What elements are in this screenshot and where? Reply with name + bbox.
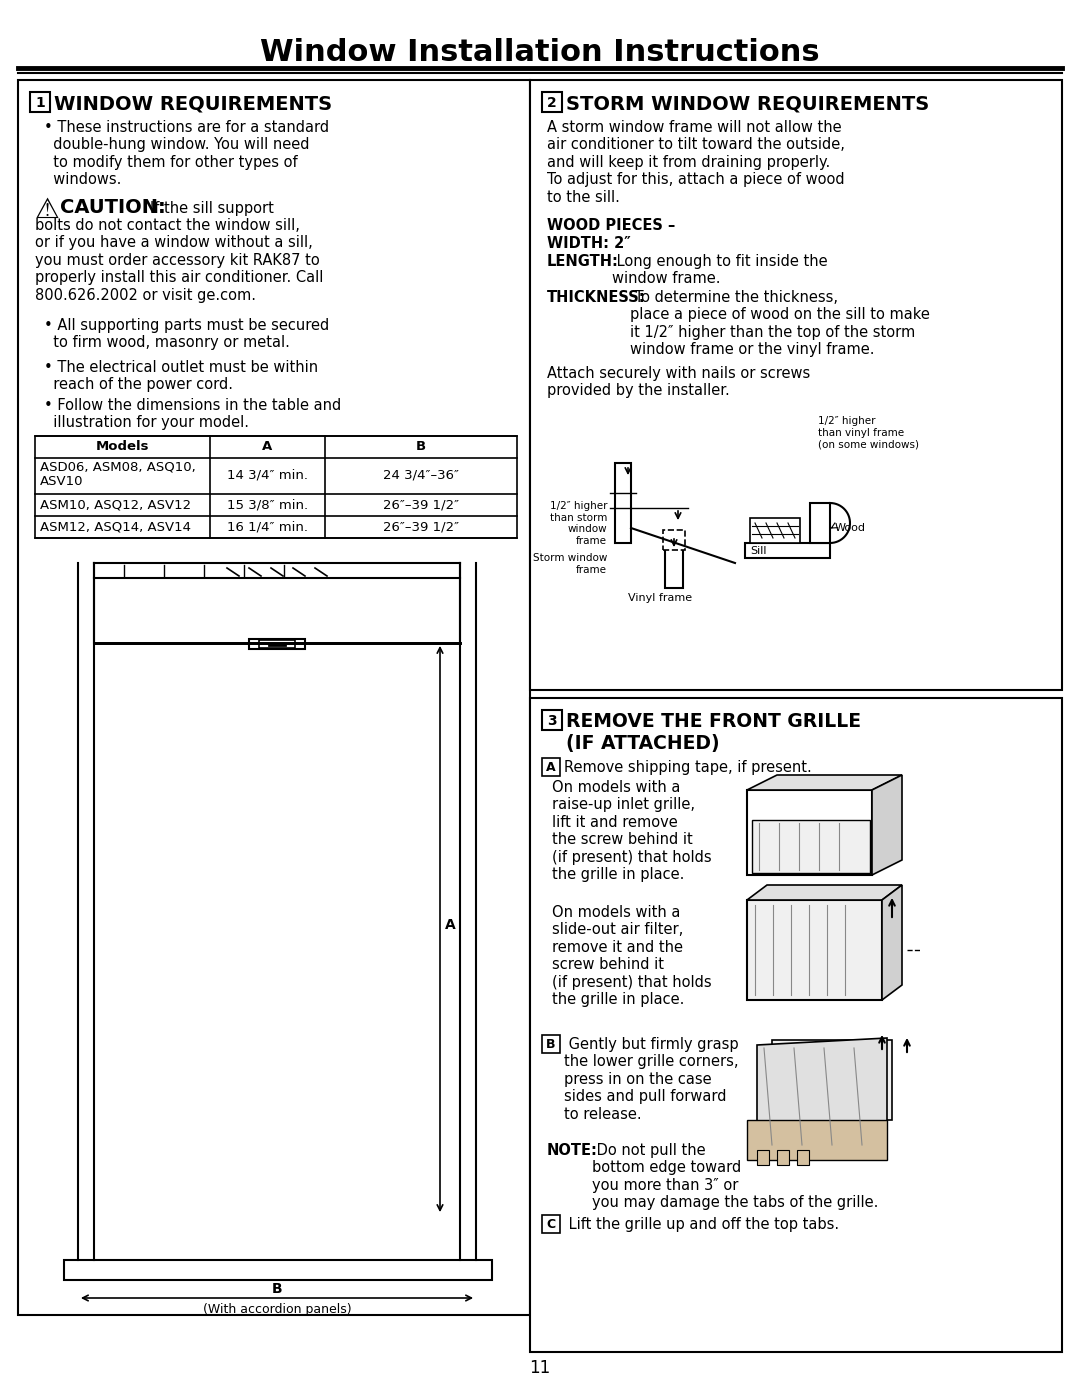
Text: Vinyl frame: Vinyl frame xyxy=(627,592,692,604)
Text: • These instructions are for a standard
  double-hung window. You will need
  to: • These instructions are for a standard … xyxy=(44,120,329,187)
Text: WIDTH: 2″: WIDTH: 2″ xyxy=(546,236,631,251)
Bar xyxy=(745,543,831,557)
Text: On models with a
slide-out air filter,
remove it and the
screw behind it
(if pre: On models with a slide-out air filter, r… xyxy=(552,905,712,1007)
Text: Attach securely with nails or screws
provided by the installer.: Attach securely with nails or screws pro… xyxy=(546,366,810,398)
Text: 26″–39 1/2″: 26″–39 1/2″ xyxy=(383,520,459,534)
Bar xyxy=(747,1120,887,1160)
Text: 24 3/4″–36″: 24 3/4″–36″ xyxy=(383,468,459,481)
Bar xyxy=(663,529,685,550)
Bar xyxy=(615,462,631,543)
Text: 1/2″ higher
than vinyl frame
(on some windows): 1/2″ higher than vinyl frame (on some wi… xyxy=(819,416,919,450)
Bar xyxy=(665,548,683,588)
Bar xyxy=(18,80,530,1315)
Polygon shape xyxy=(747,775,902,789)
Bar xyxy=(777,1150,789,1165)
Text: ⚠: ⚠ xyxy=(35,196,59,224)
Text: ASM10, ASQ12, ASV12: ASM10, ASQ12, ASV12 xyxy=(40,497,191,511)
Text: 14 3/4″ min.: 14 3/4″ min. xyxy=(227,468,308,481)
Bar xyxy=(64,1260,492,1280)
Text: Storm window
frame: Storm window frame xyxy=(532,553,607,574)
Polygon shape xyxy=(747,886,902,900)
Bar xyxy=(810,503,831,543)
Bar xyxy=(772,1039,892,1120)
Text: 1/2″ higher
than storm
window
frame: 1/2″ higher than storm window frame xyxy=(550,502,607,546)
Text: 2: 2 xyxy=(548,96,557,110)
Text: B: B xyxy=(546,1038,556,1051)
Text: WOOD PIECES –: WOOD PIECES – xyxy=(546,218,675,233)
Bar xyxy=(259,640,295,648)
Bar xyxy=(542,1215,561,1234)
Bar xyxy=(797,1150,809,1165)
Text: LENGTH:: LENGTH: xyxy=(546,254,619,270)
Text: Sill: Sill xyxy=(750,546,767,556)
Polygon shape xyxy=(752,820,870,873)
Text: 16 1/4″ min.: 16 1/4″ min. xyxy=(227,520,308,534)
Text: Lift the grille up and off the top tabs.: Lift the grille up and off the top tabs. xyxy=(564,1217,839,1232)
Text: • All supporting parts must be secured
  to firm wood, masonry or metal.: • All supporting parts must be secured t… xyxy=(44,319,329,351)
Bar xyxy=(747,789,872,875)
Text: A: A xyxy=(262,440,272,453)
Bar xyxy=(750,518,800,543)
Text: A storm window frame will not allow the
air conditioner to tilt toward the outsi: A storm window frame will not allow the … xyxy=(546,120,845,204)
Text: 3: 3 xyxy=(548,714,557,728)
Polygon shape xyxy=(757,1038,887,1150)
Text: A: A xyxy=(546,761,556,774)
Text: bolts do not contact the window sill,
or if you have a window without a sill,
yo: bolts do not contact the window sill, or… xyxy=(35,218,323,303)
Text: 1: 1 xyxy=(36,96,45,110)
Text: Gently but firmly grasp
the lower grille corners,
press in on the case
sides and: Gently but firmly grasp the lower grille… xyxy=(564,1037,739,1122)
Bar xyxy=(249,638,305,650)
Text: Wood: Wood xyxy=(835,522,866,534)
Text: Models: Models xyxy=(96,440,149,453)
Text: 26″–39 1/2″: 26″–39 1/2″ xyxy=(383,497,459,511)
Text: A: A xyxy=(445,918,456,932)
Text: B: B xyxy=(416,440,427,453)
Text: Window Installation Instructions: Window Installation Instructions xyxy=(260,38,820,67)
Text: C: C xyxy=(546,1218,555,1231)
Bar xyxy=(530,80,1062,690)
Bar xyxy=(542,759,561,775)
Bar xyxy=(542,710,562,731)
Text: To determine the thickness,
place a piece of wood on the sill to make
it 1/2″ hi: To determine the thickness, place a piec… xyxy=(630,291,930,358)
Text: On models with a
raise-up inlet grille,
lift it and remove
the screw behind it
(: On models with a raise-up inlet grille, … xyxy=(552,780,712,882)
Text: Long enough to fit inside the
window frame.: Long enough to fit inside the window fra… xyxy=(612,254,827,286)
Text: WINDOW REQUIREMENTS: WINDOW REQUIREMENTS xyxy=(54,94,333,113)
Bar xyxy=(35,436,517,538)
Bar xyxy=(747,900,882,1000)
Polygon shape xyxy=(872,775,902,875)
Polygon shape xyxy=(882,886,902,1000)
Text: Remove shipping tape, if present.: Remove shipping tape, if present. xyxy=(564,760,812,775)
Bar xyxy=(542,92,562,112)
Bar xyxy=(30,92,50,112)
Text: ASD06, ASM08, ASQ10,
ASV10: ASD06, ASM08, ASQ10, ASV10 xyxy=(40,460,195,488)
Text: (With accordion panels): (With accordion panels) xyxy=(203,1303,351,1316)
Text: (IF ATTACHED): (IF ATTACHED) xyxy=(566,733,719,753)
Text: ASM12, ASQ14, ASV14: ASM12, ASQ14, ASV14 xyxy=(40,520,191,534)
Text: • The electrical outlet must be within
  reach of the power cord.: • The electrical outlet must be within r… xyxy=(44,360,319,393)
Text: NOTE:: NOTE: xyxy=(546,1143,598,1158)
Bar xyxy=(757,1150,769,1165)
Text: B: B xyxy=(272,1282,282,1296)
Bar xyxy=(542,1035,561,1053)
Text: If the sill support: If the sill support xyxy=(150,201,274,217)
Text: REMOVE THE FRONT GRILLE: REMOVE THE FRONT GRILLE xyxy=(566,712,861,731)
Text: Do not pull the
bottom edge toward
you more than 3″ or
you may damage the tabs o: Do not pull the bottom edge toward you m… xyxy=(592,1143,878,1210)
Text: 11: 11 xyxy=(529,1359,551,1377)
Text: THICKNESS:: THICKNESS: xyxy=(546,291,646,305)
Text: 15 3/8″ min.: 15 3/8″ min. xyxy=(227,497,308,511)
Bar xyxy=(530,698,1062,1352)
Text: • Follow the dimensions in the table and
  illustration for your model.: • Follow the dimensions in the table and… xyxy=(44,398,341,430)
Text: STORM WINDOW REQUIREMENTS: STORM WINDOW REQUIREMENTS xyxy=(566,94,929,113)
Text: CAUTION:: CAUTION: xyxy=(60,198,165,217)
